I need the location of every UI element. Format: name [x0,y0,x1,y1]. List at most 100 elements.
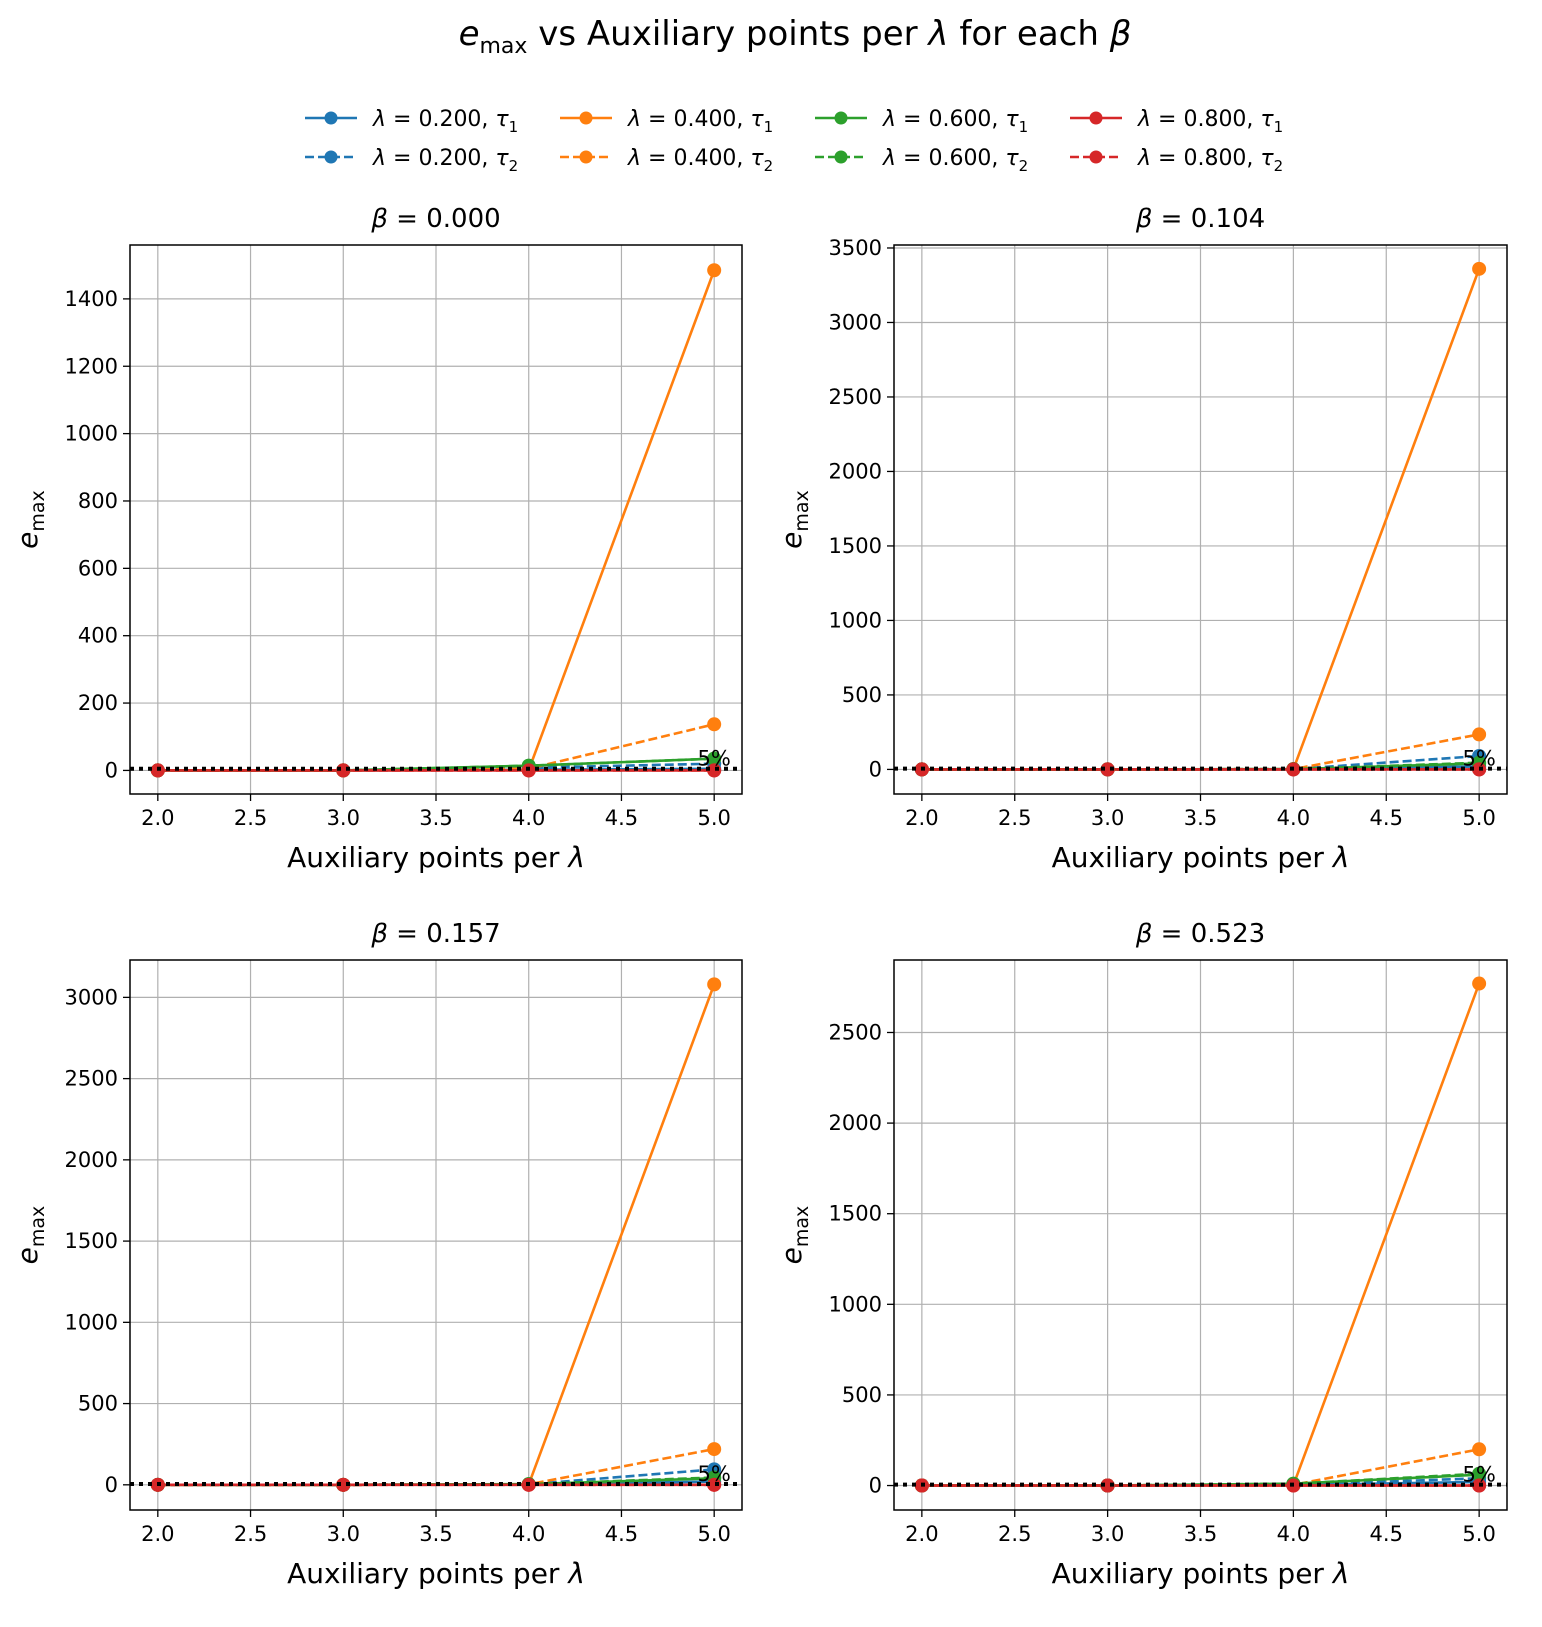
legend-label: λ = 0.200, τ2 [372,146,518,175]
x-axis-label: Auxiliary points per λ [287,1557,585,1590]
y-tick-label: 2000 [829,459,882,483]
subplot-title: β = 0.157 [370,919,500,949]
data-point [707,977,722,992]
y-tick-label: 0 [869,757,882,781]
reference-label: 5% [698,1462,731,1486]
legend-label: λ = 0.800, τ1 [1137,107,1283,136]
y-tick-label: 1400 [65,287,118,311]
x-tick-label: 3.0 [327,806,360,830]
y-tick-label: 200 [78,691,118,715]
legend-marker [579,111,593,125]
y-tick-label: 0 [105,758,118,782]
y-tick-label: 1000 [829,1292,882,1316]
subplot: 2.0 2.5 3.0 3.5 4.0 4.5 5.0 0 200 400 600 800 1000 12… [11,204,743,874]
x-tick-label: 2.5 [998,1522,1031,1546]
data-point [707,1477,722,1492]
y-tick-label: 1500 [829,534,882,558]
subplot-title: β = 0.104 [1135,204,1265,234]
y-tick-label: 1200 [65,354,118,378]
figure-title: emax vs Auxiliary points per λ for each … [459,14,1132,59]
x-tick-label: 5.0 [1462,1522,1495,1546]
legend-label: λ = 0.800, τ2 [1137,146,1283,175]
axes-frame [893,244,1508,795]
y-tick-label: 600 [78,556,118,580]
y-axis-label: emax [11,1206,49,1265]
data-point [1472,1466,1487,1481]
y-axis-label: emax [11,490,49,549]
axes-frame [129,244,743,795]
x-tick-label: 3.0 [1091,1522,1124,1546]
data-point [1100,762,1115,777]
x-axis-label: Auxiliary points per λ [1052,841,1350,874]
legend-entry: λ = 0.600, τ2 [815,146,1028,175]
legend: λ = 0.200, τ1 λ = 0.400, τ1 λ = 0.600, τ1 λ… [305,107,1283,175]
x-axis-label: Auxiliary points per λ [1052,1557,1350,1590]
legend-label: λ = 0.200, τ1 [372,107,518,136]
x-tick-label: 3.5 [1184,806,1217,830]
y-tick-label: 800 [78,489,118,513]
legend-marker [1089,150,1103,164]
y-tick-label: 3000 [829,310,882,334]
y-tick-label: 2500 [829,385,882,409]
legend-entry: λ = 0.200, τ1 [305,107,518,136]
legend-entry: λ = 0.400, τ1 [560,107,773,136]
y-tick-label: 2500 [65,1067,118,1091]
y-tick-label: 1000 [65,1310,118,1334]
reference-label: 5% [1462,747,1495,771]
y-tick-label: 0 [869,1474,882,1498]
x-tick-label: 2.5 [234,806,267,830]
data-point [1472,976,1487,991]
data-point [707,717,722,732]
y-tick-label: 400 [78,624,118,648]
x-tick-label: 4.5 [1370,806,1403,830]
x-tick-label: 2.0 [905,806,938,830]
legend-label: λ = 0.600, τ2 [882,146,1028,175]
x-tick-label: 5.0 [1462,806,1495,830]
legend-marker [834,111,848,125]
y-axis-label: emax [775,1206,813,1265]
x-tick-label: 5.0 [697,1522,730,1546]
x-tick-label: 2.0 [141,806,174,830]
data-point [707,1442,722,1457]
x-tick-label: 4.5 [605,806,638,830]
y-tick-label: 500 [78,1392,118,1416]
reference-label: 5% [1462,1463,1495,1487]
x-tick-label: 2.0 [905,1522,938,1546]
subplot-title: β = 0.523 [1135,919,1265,949]
legend-marker [834,150,848,164]
subplots: 2.0 2.5 3.0 3.5 4.0 4.5 5.0 0 200 400 600 800 1000 12… [11,204,1508,1590]
y-tick-label: 3500 [829,236,882,260]
y-tick-label: 0 [105,1473,118,1497]
x-tick-label: 4.5 [605,1522,638,1546]
x-tick-label: 4.0 [512,1522,545,1546]
y-tick-label: 2500 [829,1020,882,1044]
data-point [707,751,722,766]
x-tick-label: 4.0 [1277,806,1310,830]
x-tick-label: 2.0 [141,1522,174,1546]
x-tick-label: 2.5 [998,806,1031,830]
x-tick-label: 3.5 [419,1522,452,1546]
y-tick-label: 1000 [829,608,882,632]
y-tick-label: 3000 [65,985,118,1009]
y-tick-label: 2000 [829,1111,882,1135]
subplot-title: β = 0.000 [370,204,500,234]
legend-label: λ = 0.400, τ2 [627,146,773,175]
x-tick-label: 3.5 [419,806,452,830]
y-axis-label: emax [775,490,813,549]
data-point [707,263,722,278]
x-tick-label: 4.0 [512,806,545,830]
legend-entry: λ = 0.800, τ1 [1070,107,1283,136]
x-tick-label: 4.0 [1277,1522,1310,1546]
data-point [336,1477,351,1492]
y-tick-label: 2000 [65,1148,118,1172]
legend-marker [324,111,338,125]
x-tick-label: 3.5 [1184,1522,1217,1546]
x-tick-label: 3.0 [1091,806,1124,830]
legend-entry: λ = 0.600, τ1 [815,107,1028,136]
legend-marker [1089,111,1103,125]
y-tick-label: 500 [842,1383,882,1407]
y-tick-label: 1500 [65,1229,118,1253]
data-point [1472,261,1487,276]
legend-label: λ = 0.600, τ1 [882,107,1028,136]
